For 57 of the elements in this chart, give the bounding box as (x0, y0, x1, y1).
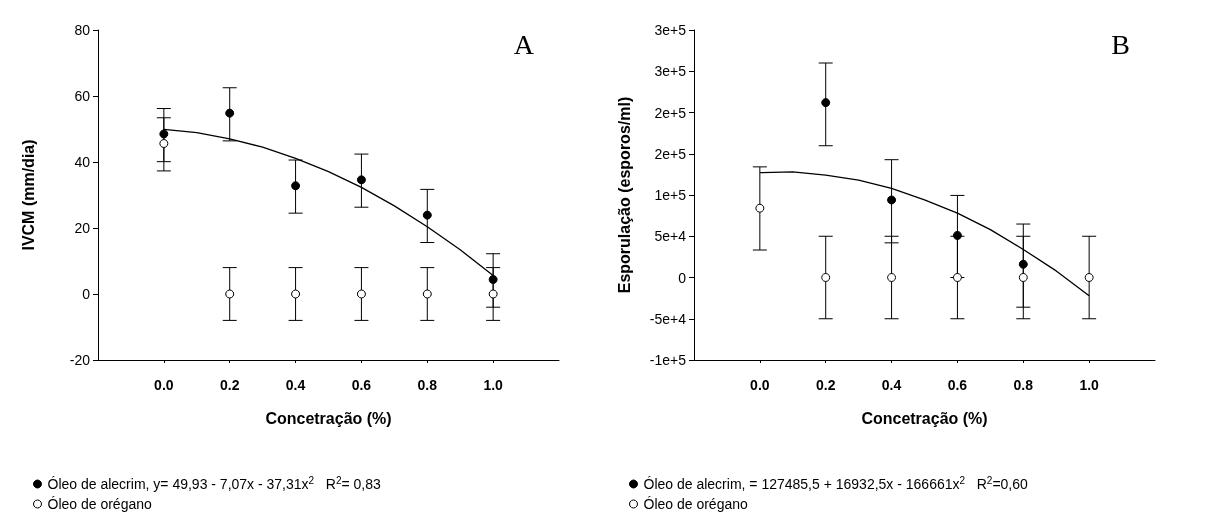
point (488, 289, 498, 299)
y-tick-label: 80 (74, 22, 91, 38)
y-tick-label: 40 (74, 154, 91, 170)
point (356, 175, 366, 185)
point (1018, 273, 1028, 282)
y-tick-label: 0 (678, 269, 687, 286)
point (422, 289, 432, 299)
point (356, 289, 366, 299)
point (225, 108, 235, 118)
x-tick-label: 0.2 (815, 377, 836, 393)
y-tick-label: 60 (74, 88, 91, 104)
x-tick-label: 0.4 (881, 377, 902, 393)
point (159, 129, 169, 139)
x-tick-label: 1.0 (483, 377, 504, 393)
point (887, 195, 897, 205)
y-tick-label: 3e+5 (654, 22, 687, 38)
point (1084, 273, 1094, 282)
annotation: A (513, 28, 535, 60)
point (952, 273, 962, 282)
x-axis-title: Concetração (%) (265, 409, 392, 427)
point (159, 139, 169, 149)
y-tick-label: 0 (82, 286, 91, 302)
y-tick-label: 2e+5 (654, 104, 687, 121)
point (488, 274, 498, 284)
y-axis-title: IVCM (mm/dia) (19, 139, 37, 251)
x-tick-label: 0.6 (947, 377, 968, 393)
point (225, 289, 235, 299)
y-tick-label: 20 (74, 220, 91, 236)
point (755, 203, 765, 213)
y-tick-label: 5e+4 (654, 228, 687, 245)
y-tick-label: 2e+5 (654, 145, 687, 162)
x-axis-title: Concetração (%) (861, 409, 988, 427)
legend-label: Óleo de orégano (47, 496, 153, 512)
x-tick-label: 0.0 (750, 377, 770, 393)
y-tick-label: -20 (69, 352, 91, 368)
x-tick-label: 0.6 (351, 377, 372, 393)
point (291, 181, 301, 191)
annotation: B (1111, 28, 1131, 60)
x-tick-label: 1.0 (1079, 377, 1100, 393)
y-tick-label: 3e+5 (654, 63, 687, 80)
y-axis-title: Esporulação (esporos/ml) (615, 96, 633, 294)
point (887, 273, 897, 282)
point (291, 289, 301, 299)
point (422, 210, 432, 220)
point (821, 273, 831, 282)
y-tick-label: -5e+4 (649, 310, 687, 327)
legend-label: Óleo de orégano (643, 496, 749, 512)
x-tick-label: 0.4 (285, 377, 306, 393)
point (821, 98, 831, 108)
point (1018, 259, 1028, 269)
x-tick-label: 0.8 (417, 377, 438, 393)
y-tick-label: 1e+5 (654, 187, 687, 203)
point (952, 230, 962, 240)
x-tick-label: 0.2 (219, 377, 240, 393)
y-tick-label: -1e+5 (649, 352, 687, 368)
x-tick-label: 0.8 (1013, 377, 1034, 393)
x-tick-label: 0.0 (154, 377, 174, 393)
